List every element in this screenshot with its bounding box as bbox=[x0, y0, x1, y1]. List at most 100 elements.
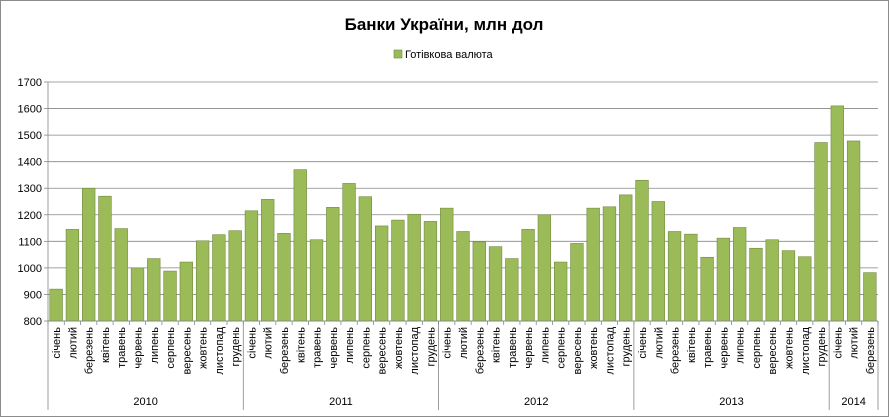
category-label: жовтень bbox=[783, 327, 795, 369]
category-label: травень bbox=[507, 327, 519, 368]
year-label: 2010 bbox=[133, 396, 157, 408]
bar bbox=[163, 270, 177, 322]
bar bbox=[537, 214, 552, 322]
y-tick-label: 900 bbox=[24, 289, 42, 301]
bar bbox=[49, 288, 63, 322]
bar bbox=[635, 179, 649, 322]
bar bbox=[863, 272, 877, 322]
year-label: 2013 bbox=[719, 396, 743, 408]
bar bbox=[684, 233, 698, 322]
category-label: січень bbox=[442, 327, 454, 359]
category-label: грудень bbox=[230, 327, 242, 367]
y-tick-label: 1600 bbox=[18, 104, 42, 116]
category-label: червень bbox=[133, 327, 145, 369]
bar bbox=[846, 140, 861, 322]
category-label: лютий bbox=[458, 327, 470, 359]
legend: Готівкова валюта bbox=[393, 49, 494, 61]
bars bbox=[49, 105, 877, 322]
y-tick-label: 1100 bbox=[18, 236, 42, 248]
category-label: березень bbox=[474, 327, 486, 374]
bar bbox=[651, 201, 665, 322]
category-label: березень bbox=[670, 327, 682, 374]
category-label: листопад bbox=[409, 326, 421, 374]
year-label: 2012 bbox=[524, 396, 548, 408]
bar bbox=[586, 207, 600, 322]
category-label: січень bbox=[51, 327, 63, 359]
y-tick-label: 1200 bbox=[18, 210, 42, 222]
bar bbox=[130, 267, 145, 322]
bar bbox=[293, 169, 307, 322]
category-label: квітень bbox=[295, 327, 307, 363]
legend-label: Готівкова валюта bbox=[405, 49, 494, 61]
category-label: липень bbox=[735, 327, 747, 364]
category-label: листопад bbox=[604, 326, 616, 374]
category-label: червень bbox=[328, 327, 340, 369]
legend-swatch bbox=[393, 49, 403, 59]
category-label: лютий bbox=[849, 327, 861, 359]
category-label: серпень bbox=[165, 327, 177, 369]
bar bbox=[505, 258, 519, 322]
category-label: вересень bbox=[377, 327, 389, 375]
category-label: січень bbox=[637, 327, 649, 359]
category-label: березень bbox=[865, 327, 877, 374]
category-label: лютий bbox=[67, 327, 79, 359]
chart-title: Банки України, млн дол bbox=[345, 15, 544, 34]
bar bbox=[277, 233, 291, 322]
category-label: липень bbox=[539, 327, 551, 364]
bar bbox=[765, 239, 779, 322]
bar bbox=[212, 234, 226, 322]
bar bbox=[391, 219, 405, 322]
bar bbox=[195, 240, 210, 322]
category-label: травень bbox=[116, 327, 128, 368]
category-label: серпень bbox=[556, 327, 568, 369]
bar bbox=[374, 225, 389, 322]
bar bbox=[814, 142, 828, 322]
bar bbox=[228, 230, 242, 322]
category-labels: січень лютий березень квітень травень червень… bbox=[51, 326, 877, 374]
bar bbox=[700, 256, 714, 322]
bar bbox=[781, 250, 796, 322]
y-axis-ticks: 800 900 1000 1100 1200 1300 1400 1500 1600 1700 bbox=[18, 77, 48, 328]
category-label: листопад bbox=[800, 326, 812, 374]
bar bbox=[716, 237, 731, 322]
category-label: січень bbox=[832, 327, 844, 359]
bar bbox=[261, 199, 275, 322]
category-label: червень bbox=[523, 327, 535, 369]
category-label: травень bbox=[702, 327, 714, 368]
category-label: квітень bbox=[491, 327, 503, 363]
bar bbox=[570, 243, 584, 322]
category-label: жовтень bbox=[393, 327, 405, 369]
category-label: липень bbox=[149, 327, 161, 364]
y-tick-label: 1300 bbox=[18, 183, 42, 195]
category-label: березень bbox=[84, 327, 96, 374]
bar bbox=[423, 221, 438, 322]
bar bbox=[65, 229, 80, 322]
category-label: грудень bbox=[621, 327, 633, 367]
bar bbox=[456, 231, 470, 322]
y-tick-label: 1000 bbox=[18, 263, 42, 275]
category-label: травень bbox=[312, 327, 324, 368]
category-label: березень bbox=[279, 327, 291, 374]
bar bbox=[98, 195, 112, 322]
y-tick-label: 1500 bbox=[18, 130, 42, 142]
bar bbox=[244, 210, 259, 322]
year-label: 2014 bbox=[841, 396, 865, 408]
category-label: лютий bbox=[263, 327, 275, 359]
category-label: жовтень bbox=[198, 327, 210, 369]
category-label: січень bbox=[246, 327, 258, 359]
bar bbox=[147, 258, 161, 322]
bar bbox=[619, 194, 633, 322]
bar bbox=[326, 207, 340, 322]
bar bbox=[521, 229, 535, 322]
bar bbox=[82, 187, 96, 322]
bar bbox=[358, 196, 373, 322]
category-label: вересень bbox=[767, 327, 779, 375]
category-label: серпень bbox=[751, 327, 763, 369]
bar bbox=[733, 227, 747, 322]
bar bbox=[488, 246, 503, 322]
category-label: листопад bbox=[214, 326, 226, 374]
bar bbox=[114, 228, 128, 322]
category-label: липень bbox=[344, 327, 356, 364]
year-labels: 2010 2011 2012 2013 2014 bbox=[47, 321, 879, 410]
